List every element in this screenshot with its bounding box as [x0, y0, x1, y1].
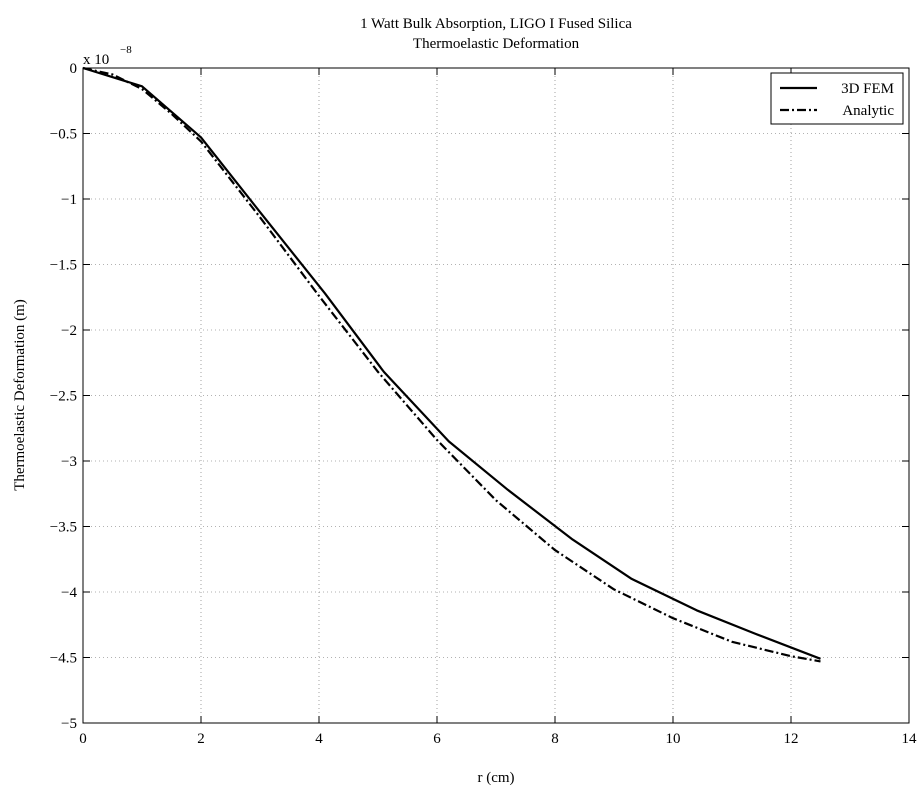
x-tick-label: 4: [315, 731, 323, 747]
y-tick-label: 0: [70, 61, 78, 77]
y-exponent-label: x 10: [83, 52, 109, 68]
x-tick-label: 8: [551, 731, 559, 747]
y-tick-label: −2.5: [50, 389, 77, 405]
legend-label-fem: 3D FEM: [841, 81, 894, 97]
series-line-analytic: [82, 66, 821, 663]
y-tick-label: −0.5: [50, 127, 77, 143]
legend-box: [770, 72, 904, 125]
y-tick-label: −1.5: [50, 258, 77, 274]
tick-layer: 0 2 4 6 8 10 12 14 0 −0.5 −1 −1.5 −2 −2.5 −3 −3.5 −4 −4.5…: [50, 61, 917, 747]
series-layer: [82, 66, 821, 663]
series-line-3d-fem: [82, 66, 821, 660]
y-tick-label: −1: [61, 192, 77, 208]
legend: 3D FEM Analytic: [770, 72, 904, 125]
x-tick-label: 6: [433, 731, 441, 747]
x-axis-label: r (cm): [477, 770, 514, 786]
x-tick-label: 10: [666, 731, 681, 747]
chart-title: 1 Watt Bulk Absorption, LIGO I Fused Sil…: [360, 16, 632, 32]
y-tick-label: −3: [61, 454, 77, 470]
x-tick-label: 12: [784, 731, 799, 747]
x-tick-label: 0: [79, 731, 87, 747]
x-tick-label: 2: [197, 731, 205, 747]
chart-subtitle: Thermoelastic Deformation: [413, 36, 580, 52]
y-tick-label: −5: [61, 716, 77, 732]
x-tick-label: 14: [902, 731, 918, 747]
y-tick-label: −4: [61, 585, 77, 601]
y-tick-label: −2: [61, 323, 77, 339]
y-exponent-power: −8: [120, 44, 132, 56]
y-axis-label: Thermoelastic Deformation (m): [12, 299, 28, 491]
y-tick-label: −3.5: [50, 520, 77, 536]
y-tick-label: −4.5: [50, 651, 77, 667]
grid-layer: [83, 68, 909, 723]
legend-label-analytic: Analytic: [842, 103, 894, 119]
